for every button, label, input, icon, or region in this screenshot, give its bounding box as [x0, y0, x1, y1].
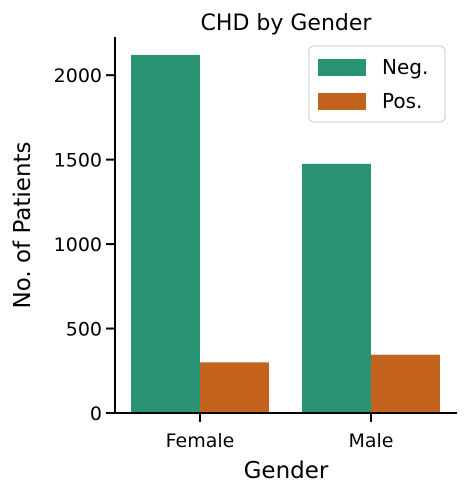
bar-neg-female — [131, 54, 200, 414]
bars-group — [131, 54, 440, 414]
y-axis-label: No. of Patients — [10, 141, 36, 308]
x-axis-label: Gender — [244, 458, 329, 484]
legend-swatch-pos — [318, 93, 366, 110]
y-tick-label: 2000 — [54, 65, 102, 87]
y-tick-label: 1500 — [54, 150, 102, 172]
y-tick-label: 1000 — [54, 234, 102, 256]
chart-title: CHD by Gender — [201, 11, 373, 36]
bar-pos-female — [200, 362, 269, 413]
x-tick-label: Male — [348, 430, 393, 452]
legend-label-pos: Pos. — [382, 89, 422, 113]
legend-label-neg: Neg. — [382, 55, 428, 79]
x-ticks-group: Female Male — [166, 413, 394, 452]
legend-items: Neg. Pos. — [318, 55, 428, 113]
y-tick-label: 0 — [90, 403, 102, 425]
y-ticks-group: 0 500 1000 1500 2000 — [54, 65, 115, 425]
legend: Neg. Pos. — [308, 45, 446, 123]
bar-pos-male — [371, 354, 440, 413]
bar-neg-male — [302, 163, 371, 413]
legend-swatch-neg — [318, 59, 366, 76]
x-tick-label: Female — [166, 430, 235, 452]
y-tick-label: 500 — [66, 319, 102, 341]
